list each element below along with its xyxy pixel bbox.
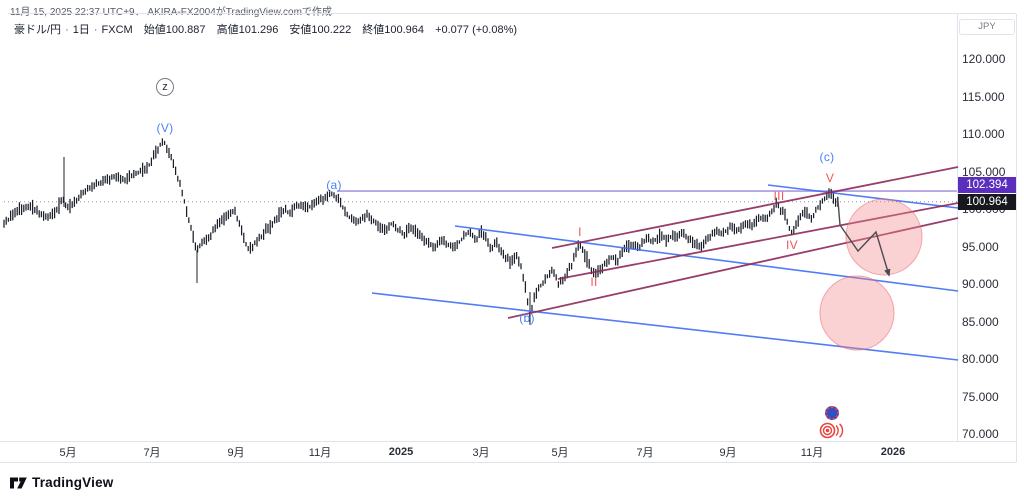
price-scale-currency[interactable]: JPY (959, 19, 1015, 35)
projection-circle[interactable] (845, 198, 923, 276)
forecast-arrowhead (884, 268, 891, 277)
ohlc-open: 始値100.887 (143, 24, 206, 36)
last-price-badge: 100.964 (958, 194, 1016, 210)
tradingview-mark-icon (10, 476, 27, 489)
forecast-arrow[interactable] (837, 200, 889, 273)
snapshot-attribution: 11月 15, 2025 22:37 UTC+9、 AKIRA-FX2004がT… (10, 7, 332, 18)
chart-legend: 豪ドル/円 · 1日 · FXCM 始値100.887 高値101.296 安値100.… (14, 21, 517, 37)
maroon-trendline[interactable] (551, 166, 959, 249)
flag-sticker-icon[interactable] (825, 406, 839, 420)
blue-trendline[interactable] (767, 184, 959, 209)
tradingview-logo[interactable]: TradingView (10, 475, 113, 490)
z-marker[interactable]: z (156, 78, 174, 96)
legend-separator: · (65, 24, 69, 36)
projection-circle[interactable] (819, 275, 895, 351)
legend-separator: · (93, 24, 98, 36)
interval-label[interactable]: 1日 (72, 24, 90, 36)
ohlc-high: 高値101.296 (216, 24, 279, 36)
candlesticks (3, 138, 839, 323)
ohlc-low: 安値100.222 (289, 24, 352, 36)
blue-trendline[interactable] (371, 292, 959, 361)
maroon-trendline[interactable] (557, 202, 959, 280)
ohlc-close: 終値100.964 (362, 24, 425, 36)
symbol-name[interactable]: 豪ドル/円 (14, 24, 62, 36)
tradingview-logo-text: TradingView (32, 475, 114, 490)
maroon-trendline[interactable] (507, 217, 959, 319)
rings-sticker-icon[interactable] (819, 422, 845, 444)
exchange-label: FXCM (101, 24, 133, 36)
price-level-badge: 102.394 (958, 177, 1016, 193)
price-change: +0.077 (+0.08%) (435, 24, 518, 36)
